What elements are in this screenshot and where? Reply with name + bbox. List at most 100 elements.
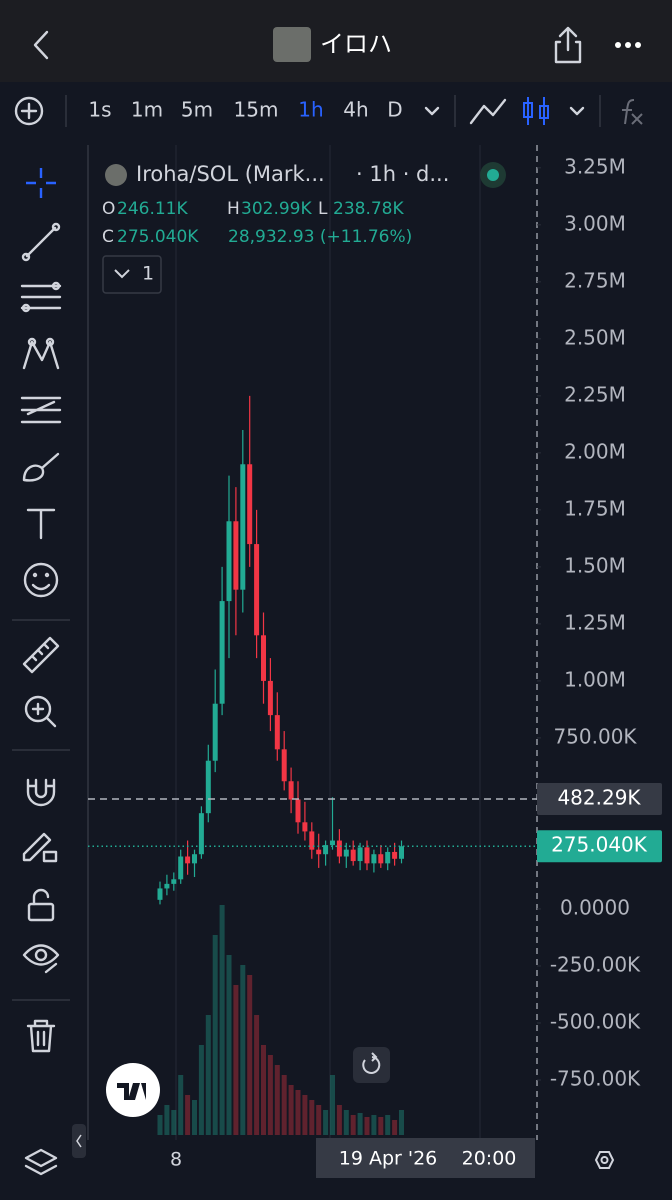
indicators-button[interactable]: [622, 99, 643, 125]
y-tick-label: 1.25M: [564, 610, 626, 634]
crosshair-tool[interactable]: [26, 168, 56, 198]
candle-body: [378, 854, 384, 864]
emoji-tool[interactable]: [23, 562, 59, 598]
fib-tool[interactable]: [20, 281, 62, 313]
open-value: 246.11K: [117, 199, 188, 219]
volume-bar: [309, 1100, 315, 1135]
chart-type-dropdown[interactable]: [569, 106, 585, 116]
interval-dropdown[interactable]: [424, 106, 440, 116]
pattern-tool[interactable]: [22, 337, 60, 370]
candle-body: [261, 635, 266, 681]
back-button[interactable]: [33, 30, 49, 60]
volume-bar: [357, 1113, 363, 1135]
more-button[interactable]: [615, 42, 641, 48]
candle-body: [219, 601, 225, 704]
volume-bar: [233, 985, 239, 1135]
line-chart-button[interactable]: [469, 98, 507, 125]
candle-body: [316, 849, 322, 855]
volume-bar: [316, 1105, 322, 1135]
legend: Iroha/SOL (Mark... · 1h · d... O 246.11K…: [102, 162, 506, 294]
market-status: [487, 169, 499, 181]
symbol-name[interactable]: Iroha/SOL (Mark...: [136, 162, 325, 186]
forecast-tool[interactable]: [20, 396, 62, 424]
y-tick-label: 3.25M: [564, 154, 626, 178]
text-tool[interactable]: [26, 508, 56, 540]
interval-button[interactable]: 1s: [88, 98, 111, 122]
magnet-tool[interactable]: [26, 778, 56, 807]
candle-body: [233, 521, 239, 590]
candle-chart-button[interactable]: [523, 97, 549, 125]
interval-toolbar: 1s 1m 5m 15m 1h 4h D: [0, 82, 672, 140]
interval-button[interactable]: 15m: [234, 98, 279, 122]
candle-body: [385, 851, 391, 864]
volume-bar: [267, 1055, 273, 1135]
candle-body: [240, 464, 246, 590]
interval-button[interactable]: 5m: [181, 98, 213, 122]
visibility-tool[interactable]: [22, 944, 60, 974]
candle-body: [185, 856, 191, 864]
low-value: 238.78K: [333, 199, 404, 219]
settings-button[interactable]: [594, 1151, 615, 1169]
tradingview-logo: [106, 1063, 160, 1117]
volume-bar: [226, 955, 232, 1135]
layers-tool[interactable]: [24, 1148, 58, 1176]
candle-body: [302, 822, 308, 832]
candle-body: [157, 888, 163, 900]
delete-tool[interactable]: [26, 1019, 56, 1053]
volume-bar: [399, 1110, 404, 1135]
volume-bar: [240, 965, 246, 1135]
candle-body: [295, 799, 301, 823]
candle-body: [371, 854, 377, 864]
toolbar-bg: [0, 82, 672, 140]
volume-bar: [336, 1105, 342, 1135]
volume-bar: [274, 1065, 280, 1135]
volume-bar: [323, 1110, 329, 1135]
drawing-toolbar: [12, 168, 86, 1176]
candle-body: [336, 840, 342, 857]
settings-dot: [600, 1156, 609, 1164]
plot: 3.25M 3.00M 2.75M 2.50M 2.25M 2.00M 1.75M 1.50M…: [88, 154, 662, 1135]
share-button[interactable]: [554, 26, 582, 64]
add-button[interactable]: [14, 96, 44, 126]
volume-bar: [157, 1115, 163, 1135]
price-label: 482.29K: [557, 785, 641, 809]
candle-body: [343, 849, 349, 857]
candle-body: [267, 680, 273, 716]
indicators-toggle[interactable]: [102, 255, 162, 294]
y-tick-label: 2.75M: [564, 268, 626, 292]
y-tick-label: -500.00K: [550, 1009, 641, 1033]
volume-bar: [330, 1075, 335, 1135]
interval-button[interactable]: 1m: [131, 98, 163, 122]
change-value: 28,932.93 (+11.76%): [228, 227, 412, 247]
y-tick-label: 1.50M: [564, 553, 626, 577]
y-tick-label: 1.00M: [564, 667, 626, 691]
ruler-tool[interactable]: [22, 636, 60, 674]
interval-button[interactable]: 1h: [298, 98, 323, 122]
lock-drawings-tool[interactable]: [22, 832, 58, 863]
candle-body: [323, 845, 329, 855]
candle-body: [309, 831, 315, 850]
volume-bar: [205, 1015, 211, 1135]
brush-tool[interactable]: [22, 452, 60, 482]
candle-body: [281, 749, 287, 782]
close-label: C: [102, 227, 114, 247]
collapse-arrow: [76, 1134, 82, 1148]
collapse-tab[interactable]: [72, 1124, 86, 1158]
candle-body: [205, 760, 211, 814]
trend-line-tool[interactable]: [21, 222, 61, 262]
y-tick-label: 1.75M: [564, 496, 626, 520]
token-avatar: [273, 27, 311, 62]
reset-button[interactable]: [353, 1047, 390, 1083]
volume-bar: [171, 1110, 177, 1135]
close-value: 275.040K: [117, 227, 199, 247]
price-label-box: [537, 782, 662, 815]
candle-body: [192, 854, 197, 864]
volume-bar: [185, 1095, 191, 1135]
candle-body: [198, 813, 204, 855]
interval-button[interactable]: D: [387, 98, 402, 122]
interval-button[interactable]: 4h: [343, 98, 368, 122]
zoom-tool[interactable]: [24, 695, 57, 728]
unlock-tool[interactable]: [27, 888, 55, 922]
toggle-chevron: [114, 269, 130, 279]
